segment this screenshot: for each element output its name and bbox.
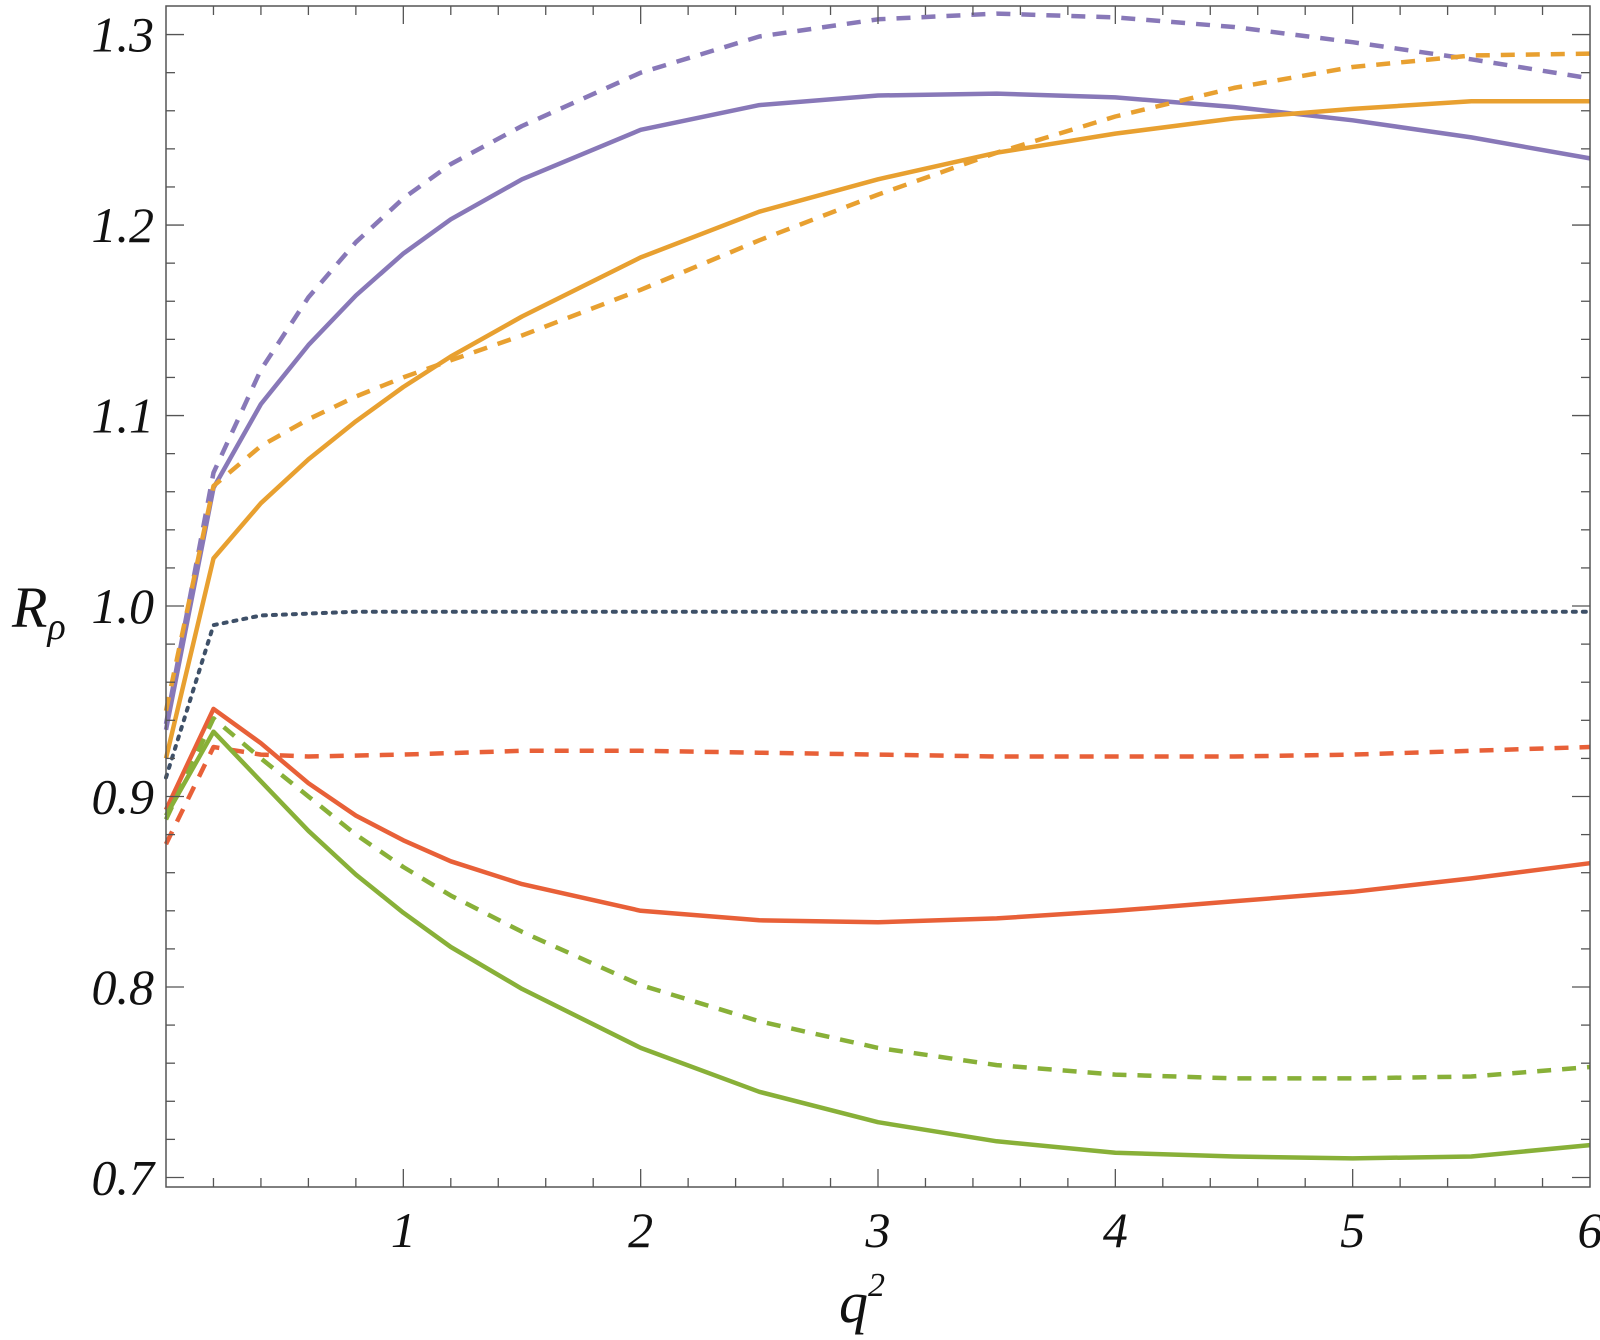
y-axis-title: Rρ [11, 575, 66, 648]
x-tick-label: 6 [1578, 1202, 1600, 1258]
series-line-2 [163, 11, 1591, 725]
plot-border [165, 5, 1591, 1188]
plot-frame [165, 5, 1591, 1188]
series-line-7 [163, 744, 1591, 846]
x-tick-label: 2 [628, 1202, 653, 1258]
x-axis-title-base: q [839, 1270, 868, 1335]
series-layer [163, 11, 1592, 1161]
x-tick-label: 4 [1103, 1202, 1128, 1258]
y-tick-label: 0.7 [92, 1149, 157, 1205]
y-tick-label: 1.3 [92, 7, 155, 63]
tick-labels: 1 2 3 4 5 6 0.7 0.8 0.9 1.0 1.1 1.2 1.3 [92, 7, 1600, 1258]
axis-ticks [166, 6, 1590, 1187]
series-line-6 [163, 706, 1591, 925]
series-line-5 [164, 609, 1592, 780]
x-tick-label: 5 [1340, 1202, 1365, 1258]
series-line-1 [163, 91, 1591, 731]
series-line-3 [163, 98, 1590, 759]
y-tick-label: 0.9 [92, 769, 155, 825]
x-axis-title-superscript: 2 [868, 1267, 885, 1304]
y-tick-label: 1.1 [92, 388, 155, 444]
y-axis-title-base: R [11, 575, 47, 640]
series-line-4 [163, 51, 1591, 712]
y-tick-label: 0.8 [92, 959, 155, 1015]
x-tick-label: 3 [865, 1202, 891, 1258]
x-tick-label: 1 [391, 1202, 416, 1258]
y-axis-title-subscript: ρ [46, 606, 65, 648]
x-axis-title: q2 [839, 1267, 885, 1335]
y-tick-label: 1.2 [92, 197, 155, 253]
series-line-9 [163, 716, 1591, 1081]
series-line-8 [164, 729, 1591, 1161]
y-tick-label: 1.0 [92, 578, 155, 634]
